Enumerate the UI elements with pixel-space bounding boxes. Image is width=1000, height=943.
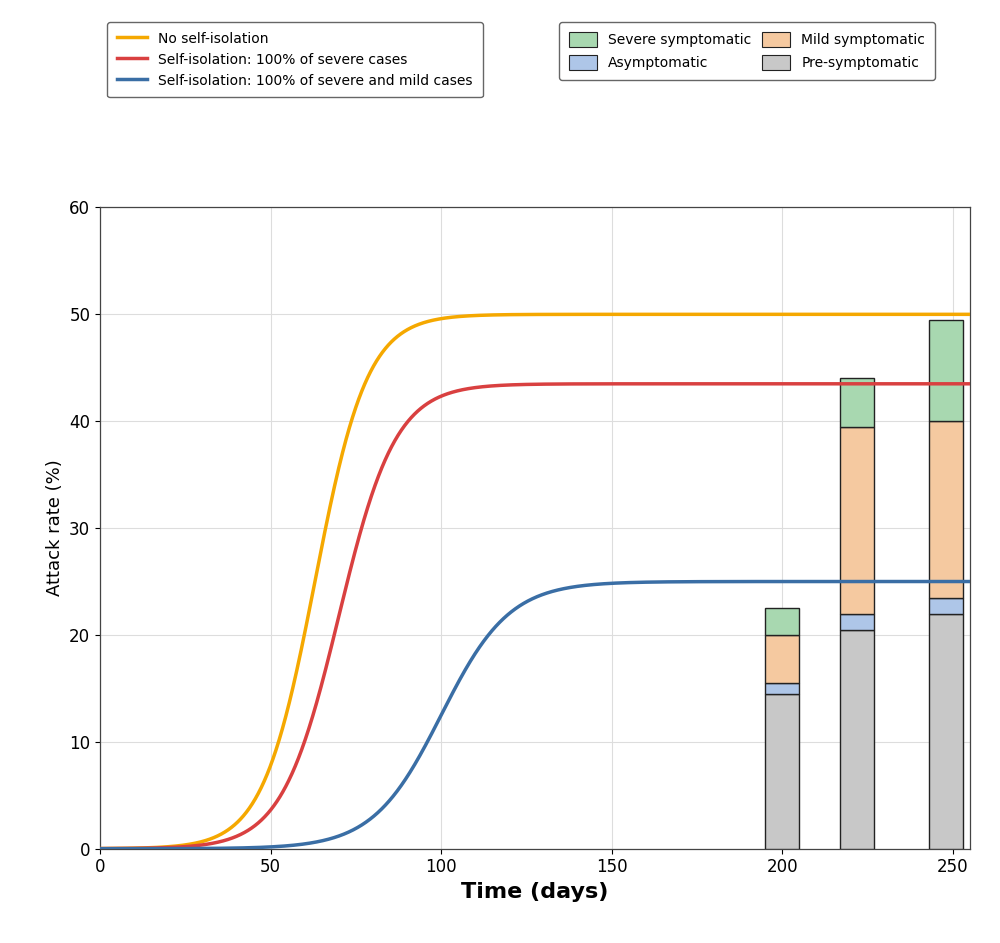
Bar <box>765 694 799 849</box>
Bar <box>929 598 963 614</box>
Bar <box>840 426 874 614</box>
Bar <box>929 614 963 849</box>
Bar <box>929 422 963 598</box>
Bar <box>765 635 799 683</box>
Y-axis label: Attack rate (%): Attack rate (%) <box>46 459 64 597</box>
X-axis label: Time (days): Time (days) <box>461 882 609 902</box>
Bar <box>765 683 799 694</box>
Bar <box>765 608 799 635</box>
Bar <box>840 378 874 426</box>
Bar <box>929 320 963 422</box>
Bar <box>840 630 874 849</box>
Bar <box>840 614 874 630</box>
Legend: Severe symptomatic, Asymptomatic, Mild symptomatic, Pre-symptomatic: Severe symptomatic, Asymptomatic, Mild s… <box>559 22 935 79</box>
